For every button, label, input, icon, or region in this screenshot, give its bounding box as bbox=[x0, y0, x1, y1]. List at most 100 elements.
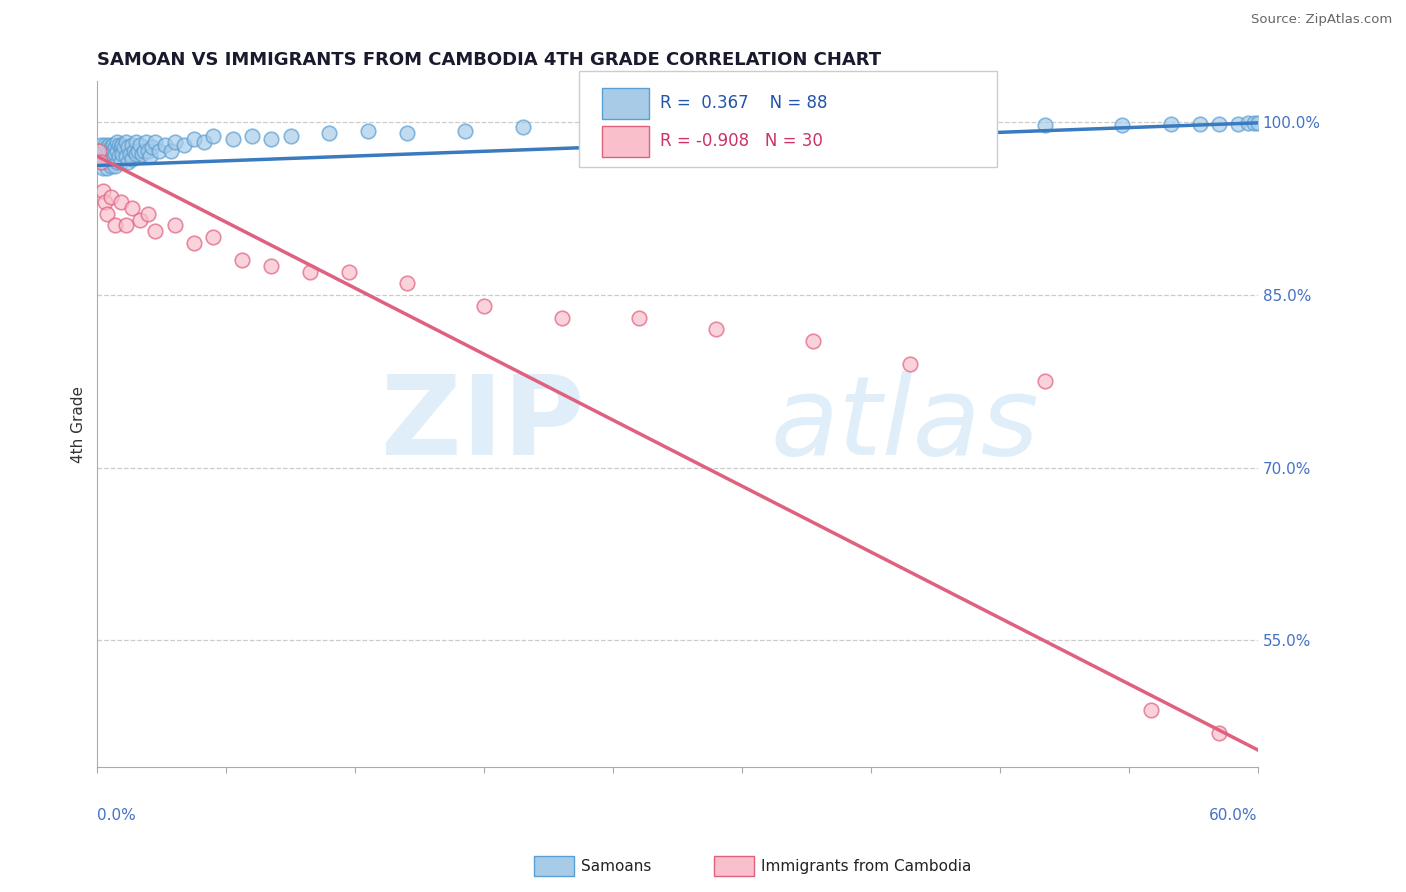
Point bbox=[100, 147, 122, 161]
Point bbox=[472, 299, 495, 313]
Point bbox=[117, 140, 139, 154]
Point bbox=[90, 137, 112, 152]
Point bbox=[101, 144, 124, 158]
Point bbox=[1208, 725, 1230, 739]
FancyBboxPatch shape bbox=[602, 88, 648, 119]
Point bbox=[183, 132, 205, 146]
Point bbox=[148, 144, 170, 158]
Point bbox=[91, 144, 114, 158]
Point bbox=[91, 147, 114, 161]
Point bbox=[240, 128, 263, 143]
Point bbox=[104, 140, 127, 154]
Point bbox=[96, 207, 118, 221]
Point bbox=[129, 212, 152, 227]
FancyBboxPatch shape bbox=[579, 71, 997, 167]
Point bbox=[115, 219, 138, 233]
Point bbox=[96, 140, 118, 154]
Point bbox=[105, 144, 128, 158]
FancyBboxPatch shape bbox=[602, 126, 648, 157]
Point bbox=[89, 144, 111, 158]
Point bbox=[183, 235, 205, 250]
Point bbox=[97, 155, 120, 169]
Point bbox=[104, 219, 127, 233]
Point bbox=[1033, 118, 1056, 132]
Text: atlas: atlas bbox=[770, 371, 1039, 478]
Point bbox=[136, 207, 159, 221]
Point bbox=[1243, 116, 1265, 130]
Point bbox=[104, 147, 127, 161]
Text: 60.0%: 60.0% bbox=[1209, 808, 1258, 823]
Point bbox=[110, 195, 132, 210]
Point bbox=[666, 120, 689, 135]
Point bbox=[801, 334, 824, 348]
Point bbox=[94, 195, 117, 210]
Point bbox=[110, 155, 132, 169]
Point bbox=[898, 357, 921, 371]
Point bbox=[90, 155, 112, 169]
Point bbox=[89, 149, 111, 163]
Point bbox=[97, 144, 120, 158]
Point bbox=[299, 264, 322, 278]
Point bbox=[125, 147, 148, 161]
Point bbox=[101, 152, 124, 166]
Point bbox=[163, 219, 186, 233]
Point bbox=[101, 137, 124, 152]
Point bbox=[105, 136, 128, 150]
Point bbox=[94, 144, 117, 158]
Point bbox=[1111, 118, 1133, 132]
Text: R =  0.367    N = 88: R = 0.367 N = 88 bbox=[661, 95, 828, 112]
Point bbox=[90, 155, 112, 169]
Point bbox=[89, 144, 111, 158]
Point bbox=[704, 322, 727, 336]
Point bbox=[193, 136, 215, 150]
Point bbox=[550, 310, 572, 325]
Point bbox=[153, 137, 176, 152]
Point bbox=[117, 155, 139, 169]
Point bbox=[231, 253, 253, 268]
Point bbox=[121, 137, 143, 152]
Point bbox=[160, 144, 183, 158]
Point bbox=[1208, 117, 1230, 131]
Text: ZIP: ZIP bbox=[381, 371, 585, 478]
Point bbox=[1160, 117, 1182, 131]
Point bbox=[138, 149, 160, 163]
Point bbox=[841, 118, 863, 132]
Point bbox=[163, 136, 186, 150]
Point bbox=[125, 136, 148, 150]
Point bbox=[395, 126, 418, 140]
Point bbox=[122, 144, 145, 158]
Point bbox=[512, 120, 534, 135]
Point bbox=[96, 147, 118, 161]
Point bbox=[91, 184, 114, 198]
Point bbox=[454, 124, 477, 138]
Point bbox=[202, 230, 225, 244]
Point bbox=[107, 149, 129, 163]
Point bbox=[1247, 116, 1270, 130]
Point bbox=[96, 152, 118, 166]
Point bbox=[90, 152, 112, 166]
Point bbox=[135, 136, 157, 150]
Text: 0.0%: 0.0% bbox=[97, 808, 136, 823]
Point bbox=[136, 144, 159, 158]
Point bbox=[627, 310, 650, 325]
Point bbox=[111, 137, 134, 152]
Point bbox=[1188, 117, 1211, 131]
Point bbox=[132, 144, 155, 158]
Point bbox=[173, 137, 195, 152]
Point bbox=[97, 137, 120, 152]
Point bbox=[110, 140, 132, 154]
Point bbox=[100, 140, 122, 154]
Point bbox=[107, 137, 129, 152]
Point bbox=[141, 140, 163, 154]
Point bbox=[129, 137, 152, 152]
Point bbox=[131, 147, 153, 161]
Point bbox=[105, 155, 128, 169]
Point bbox=[94, 155, 117, 169]
Point bbox=[104, 159, 127, 173]
Point bbox=[280, 128, 302, 143]
Point bbox=[96, 161, 118, 175]
Point bbox=[115, 149, 138, 163]
Point bbox=[1140, 703, 1163, 717]
Point bbox=[127, 144, 149, 158]
Point bbox=[91, 161, 114, 175]
